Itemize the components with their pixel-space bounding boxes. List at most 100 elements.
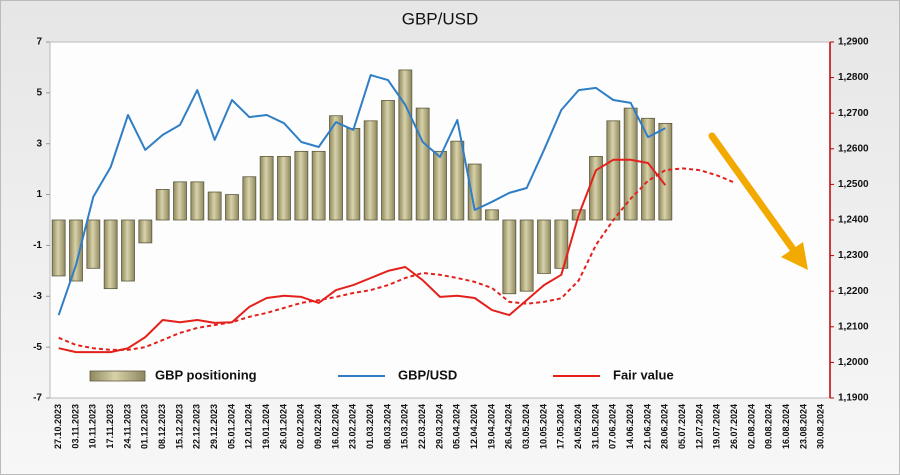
x-tick-label: 23.08.2024 — [798, 404, 808, 449]
x-tick-label: 31.05.2024 — [590, 404, 600, 449]
bar — [155, 189, 170, 221]
x-tick-label: 26.04.2024 — [504, 404, 514, 449]
bar — [51, 219, 66, 277]
bar — [225, 194, 239, 221]
bar — [467, 163, 482, 221]
y2-tick-label: 1,2100 — [838, 321, 869, 332]
bar — [554, 219, 569, 269]
bar — [103, 219, 118, 290]
y2-tick-label: 1,2500 — [838, 179, 869, 190]
x-tick-label: 09.08.2024 — [764, 404, 774, 449]
y-tick-label: 7 — [36, 37, 42, 48]
bar — [173, 181, 187, 221]
bar — [641, 117, 655, 221]
line-series — [57, 74, 666, 316]
x-tick-label: 17.11.2023 — [105, 404, 115, 449]
x-tick-label: 12.01.2024 — [244, 404, 254, 449]
bar — [294, 150, 309, 221]
bar — [658, 122, 673, 221]
y2-tick-label: 1,2400 — [838, 215, 869, 226]
y-tick-label: -3 — [33, 291, 42, 302]
line-series — [58, 167, 736, 351]
x-tick-label: 15.12.2023 — [174, 404, 184, 449]
x-tick-label: 08.12.2023 — [157, 404, 167, 449]
x-tick-label: 21.06.2024 — [642, 404, 652, 449]
y2-tick-label: 1,1900 — [838, 393, 869, 404]
x-tick-label: 12.07.2024 — [694, 404, 704, 449]
legend-label: GBP positioning — [155, 367, 257, 382]
bar — [121, 219, 135, 282]
x-tick-label: 19.04.2024 — [486, 404, 496, 449]
y2-tick-label: 1,2300 — [838, 250, 869, 261]
x-tick-label: 19.01.2024 — [261, 404, 271, 449]
bar — [363, 120, 378, 221]
x-tick-label: 23.02.2024 — [348, 404, 358, 449]
x-tick-label: 02.08.2024 — [746, 404, 756, 449]
legend-swatch — [89, 370, 146, 382]
y-tick-label: 5 — [36, 87, 42, 98]
bar — [502, 219, 517, 295]
bar — [415, 107, 430, 221]
y-tick-label: -7 — [33, 393, 42, 404]
bar — [398, 69, 413, 221]
x-tick-label: 01.12.2023 — [140, 404, 150, 449]
x-tick-label: 10.11.2023 — [88, 404, 98, 449]
x-tick-label: 05.01.2024 — [226, 404, 236, 449]
bar — [86, 219, 101, 269]
x-tick-label: 05.07.2024 — [677, 404, 687, 449]
line-series — [58, 158, 667, 354]
y-tick-label: -1 — [33, 240, 42, 251]
x-tick-label: 03.05.2024 — [521, 404, 531, 449]
bar — [519, 219, 534, 292]
x-tick-label: 24.05.2024 — [573, 404, 583, 449]
x-tick-label: 16.08.2024 — [781, 404, 791, 449]
bar — [190, 181, 205, 221]
bar — [69, 219, 83, 282]
bar — [277, 156, 291, 221]
bar — [537, 219, 551, 274]
x-tick-label: 24.11.2023 — [122, 404, 132, 449]
x-tick-label: 26.07.2024 — [729, 404, 739, 449]
y2-tick-label: 1,2000 — [838, 357, 869, 368]
bar — [433, 150, 447, 221]
bar — [623, 107, 638, 221]
bar — [485, 209, 499, 221]
x-tick-label: 28.06.2024 — [660, 404, 670, 449]
x-tick-label: 29.03.2024 — [434, 404, 444, 449]
x-tick-label: 12.04.2024 — [469, 404, 479, 449]
bar — [346, 128, 361, 221]
bar — [311, 150, 326, 221]
x-tick-label: 07.06.2024 — [608, 404, 618, 449]
y2-tick-label: 1,2800 — [838, 72, 869, 83]
bar — [242, 176, 257, 221]
y-tick-label: -5 — [33, 342, 42, 353]
bar — [589, 156, 603, 221]
x-tick-label: 29.12.2023 — [209, 404, 219, 449]
x-tick-label: 16.02.2024 — [330, 404, 340, 449]
x-tick-label: 26.01.2024 — [278, 404, 288, 449]
x-tick-label: 17.05.2024 — [556, 404, 566, 449]
y-tick-label: 1 — [36, 189, 42, 200]
bar — [450, 140, 465, 221]
y-tick-label: 3 — [36, 138, 42, 149]
bar — [329, 115, 343, 221]
x-tick-label: 22.12.2023 — [192, 404, 202, 449]
bar — [259, 156, 274, 221]
x-tick-label: 02.02.2024 — [296, 404, 306, 449]
trend-arrow — [708, 132, 808, 270]
x-tick-label: 19.07.2024 — [712, 404, 722, 449]
legend-label: Fair value — [613, 367, 674, 382]
legend-label: GBP/USD — [398, 367, 457, 382]
x-tick-label: 14.06.2024 — [625, 404, 635, 449]
x-tick-label: 03.11.2023 — [70, 404, 80, 449]
bar — [138, 219, 153, 244]
y2-tick-label: 1,2700 — [838, 108, 869, 119]
bar — [606, 120, 621, 221]
x-tick-label: 09.02.2024 — [313, 404, 323, 449]
x-tick-label: 15.03.2024 — [400, 404, 410, 449]
x-tick-label: 27.10.2023 — [53, 404, 63, 449]
bar — [381, 100, 395, 221]
x-tick-label: 01.03.2024 — [365, 404, 375, 449]
y2-tick-label: 1,2900 — [838, 37, 869, 48]
